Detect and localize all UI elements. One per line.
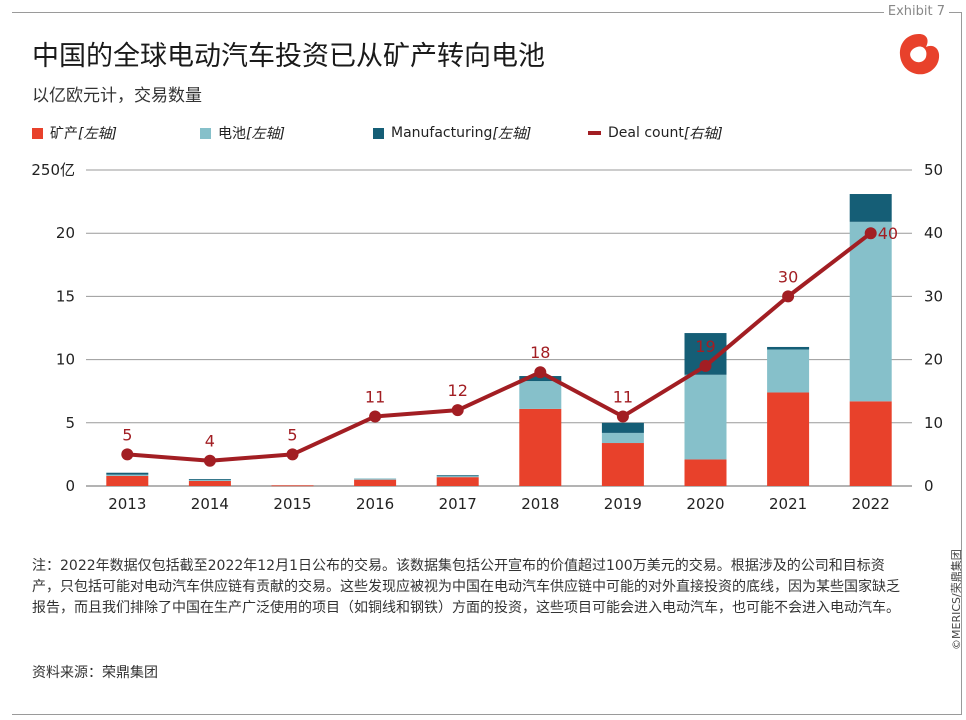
deal-count-data-label: 5 [287,425,297,444]
legend-item-manufacturing: Manufacturing [左轴] [373,123,531,143]
legend-item-deal-count: Deal count [右轴] [588,123,723,143]
bar-manufacturing [106,472,149,475]
x-axis-tick-label: 2019 [604,495,642,513]
bar-battery [684,374,727,460]
footnote: 注：2022年数据仅包括截至2022年12月1日公布的交易。该数据集包括公开宣布… [32,558,900,616]
deal-count-point [864,227,877,240]
deal-count-data-label: 19 [695,337,715,356]
bar-manufacturing [849,194,892,222]
right-axis-tick-label: 40 [924,224,943,242]
bar-mining [106,475,149,486]
bar-manufacturing [519,376,562,382]
copyright-credit: ©MERICS/荣鼎集团 [950,549,963,650]
deal-count-data-label: 18 [530,343,550,362]
bar-battery [849,221,892,402]
right-axis-tick-label: 20 [924,351,943,369]
legend-item-mining: 矿产 [左轴] [32,123,117,143]
bar-mining [684,459,727,486]
deal-count-data-label: 30 [778,267,798,286]
legend-line-deal-count [588,131,601,135]
deal-count-point [699,359,712,372]
right-axis-tick-label: 30 [924,287,943,305]
bar-mining [436,477,479,486]
bar-mining [767,392,810,486]
deal-count-point [534,366,547,379]
x-axis-tick-label: 2014 [191,495,229,513]
left-axis-tick-label: 5 [65,414,75,432]
deal-count-point [782,290,795,303]
left-axis-tick-label: 10 [56,351,75,369]
merics-logo-icon [899,34,940,75]
legend-label-battery: 电池 [218,126,246,142]
bar-manufacturing [767,346,810,350]
deal-count-data-label: 40 [878,224,898,243]
bar-manufacturing [601,422,644,433]
bar-manufacturing [436,475,479,477]
legend-item-battery: 电池 [左轴] [200,123,285,143]
bar-battery [106,474,149,476]
exhibit-label: Exhibit 7 [883,4,949,19]
exhibit-frame: Exhibit 7 [12,4,962,715]
right-axis-tick-label: 0 [924,477,934,495]
deal-count-data-label: 12 [448,381,468,400]
deal-count-data-label: 5 [122,425,132,444]
deal-count-data-label: 11 [365,387,385,406]
deal-count-point [121,448,134,461]
legend-note-mining: [左轴] [78,126,117,142]
deal-count-point [286,448,299,461]
bar-mining [601,443,644,486]
x-axis-tick-label: 2016 [356,495,394,513]
legend-swatch-mining [32,127,43,139]
bar-mining [849,401,892,486]
x-axis-tick-label: 2017 [439,495,477,513]
deal-count-point [369,410,382,423]
legend-label-deal-count: Deal count [608,125,684,141]
legend-note-battery: [左轴] [246,126,285,142]
legend-swatch-battery [200,127,211,139]
left-axis-tick-label: 20 [56,224,75,242]
bar-mining [271,485,314,487]
bar-battery [354,478,397,480]
right-axis-tick-label: 10 [924,414,943,432]
deal-count-point [203,454,216,467]
x-axis-tick-label: 2015 [273,495,311,513]
x-axis-tick-label: 2020 [686,495,724,513]
bar-battery [436,475,479,478]
legend-swatch-manufacturing [373,127,384,139]
bar-battery [767,349,810,393]
deal-count-line [127,231,872,463]
left-axis-tick-label: 0 [65,477,75,495]
x-axis-tick-label: 2013 [108,495,146,513]
legend-note-manufacturing: [左轴] [492,126,532,142]
chart-title: 中国的全球电动汽车投资已从矿产转向电池 [32,41,545,72]
chart-subtitle: 以亿欧元计，交易数量 [32,86,202,106]
x-axis-tick-label: 2018 [521,495,559,513]
bar-mining [188,480,231,486]
legend-label-mining: 矿产 [50,126,78,142]
legend-label-manufacturing: Manufacturing [391,125,493,141]
bar-battery [519,381,562,409]
bar-manufacturing [188,479,231,480]
source-note: 资料来源：荣鼎集团 [32,665,158,681]
legend-note-deal-count: [右轴] [683,126,723,142]
deal-count-point [451,404,464,417]
x-axis-tick-label: 2022 [852,495,890,513]
bar-mining [354,479,397,486]
left-axis-tick-label: 15 [56,287,75,305]
deal-count-data-label: 4 [205,432,215,451]
right-axis-tick-label: 50 [924,161,943,179]
left-axis-tick-label: 250亿 [31,161,75,179]
deal-count-data-label: 11 [613,387,633,406]
bar-battery [601,432,644,444]
bar-mining [519,408,562,486]
x-axis-tick-label: 2021 [769,495,807,513]
bar-battery [188,479,231,481]
deal-count-point [616,410,629,423]
